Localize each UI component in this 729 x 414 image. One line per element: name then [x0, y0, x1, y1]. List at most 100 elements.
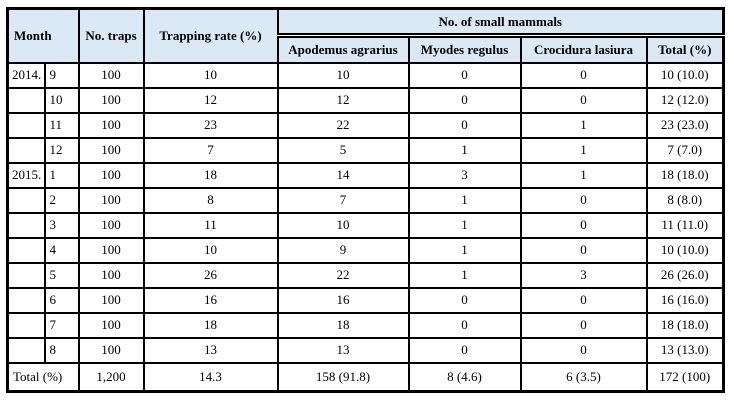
apodemus-count-cell: 13 [276, 336, 410, 364]
table-row: 12 100 7 5 1 1 7 (7.0) [6, 136, 725, 164]
total-count-cell: 11 (11.0) [645, 211, 725, 239]
myodes-count-cell: 0 [407, 86, 522, 114]
total-crocidura-cell: 6 (3.5) [519, 361, 648, 393]
no-traps-cell: 100 [77, 286, 145, 314]
myodes-count-cell: 1 [407, 236, 522, 264]
myodes-count-cell: 0 [407, 61, 522, 89]
month-cell: 6 [43, 286, 80, 314]
table-row: 7 100 18 18 0 0 18 (18.0) [6, 311, 725, 339]
table-row: 2015. 1 100 18 14 3 1 18 (18.0) [6, 161, 725, 189]
myodes-count-cell: 0 [407, 311, 522, 339]
myodes-count-cell: 0 [407, 111, 522, 139]
column-header-no-traps: No. traps [77, 7, 145, 64]
table-row: 5 100 26 22 1 3 26 (26.0) [6, 261, 725, 289]
no-traps-cell: 100 [77, 311, 145, 339]
myodes-count-cell: 0 [407, 336, 522, 364]
table-header: Month No. traps Trapping rate (%) No. of… [6, 7, 725, 64]
total-count-cell: 16 (16.0) [645, 286, 725, 314]
table-row: 3 100 11 10 1 0 11 (11.0) [6, 211, 725, 239]
year-cell [6, 211, 46, 239]
crocidura-count-cell: 1 [519, 111, 648, 139]
column-header-month: Month [6, 7, 80, 64]
apodemus-count-cell: 14 [276, 161, 410, 189]
apodemus-count-cell: 18 [276, 311, 410, 339]
year-cell [6, 311, 46, 339]
page: Month No. traps Trapping rate (%) No. of… [6, 7, 725, 393]
no-traps-cell: 100 [77, 336, 145, 364]
table-row: 6 100 16 16 0 0 16 (16.0) [6, 286, 725, 314]
total-count-cell: 12 (12.0) [645, 86, 725, 114]
no-traps-cell: 100 [77, 261, 145, 289]
apodemus-count-cell: 22 [276, 261, 410, 289]
total-row: Total (%) 1,200 14.3 158 (91.8) 8 (4.6) 6 (3.… [6, 361, 725, 393]
apodemus-count-cell: 12 [276, 86, 410, 114]
trapping-rate-cell: 26 [142, 261, 279, 289]
crocidura-count-cell: 0 [519, 186, 648, 214]
no-traps-cell: 100 [77, 136, 145, 164]
year-cell [6, 261, 46, 289]
year-cell [6, 136, 46, 164]
table-row: 8 100 13 13 0 0 13 (13.0) [6, 336, 725, 364]
myodes-count-cell: 0 [407, 286, 522, 314]
table-row: 2014. 9 100 10 10 0 0 10 (10.0) [6, 61, 725, 89]
trapping-rate-cell: 11 [142, 211, 279, 239]
table-row: 2 100 8 7 1 0 8 (8.0) [6, 186, 725, 214]
year-cell: 2015. [6, 161, 46, 189]
crocidura-count-cell: 3 [519, 261, 648, 289]
apodemus-count-cell: 10 [276, 211, 410, 239]
table-row: 4 100 10 9 1 0 10 (10.0) [6, 236, 725, 264]
table-row: 10 100 12 12 0 0 12 (12.0) [6, 86, 725, 114]
no-traps-cell: 100 [77, 236, 145, 264]
month-cell: 10 [43, 86, 80, 114]
trapping-rate-cell: 18 [142, 161, 279, 189]
column-header-myodes-regulus: Myodes regulus [407, 34, 522, 64]
column-header-apodemus-agrarius: Apodemus agrarius [276, 34, 410, 64]
crocidura-count-cell: 1 [519, 161, 648, 189]
month-cell: 3 [43, 211, 80, 239]
myodes-count-cell: 1 [407, 261, 522, 289]
total-trapping-rate-cell: 14.3 [142, 361, 279, 393]
total-overall-cell: 172 (100) [645, 361, 725, 393]
total-count-cell: 26 (26.0) [645, 261, 725, 289]
year-cell [6, 286, 46, 314]
month-cell: 1 [43, 161, 80, 189]
trapping-rate-cell: 10 [142, 61, 279, 89]
month-cell: 11 [43, 111, 80, 139]
crocidura-count-cell: 0 [519, 61, 648, 89]
month-cell: 2 [43, 186, 80, 214]
year-cell [6, 86, 46, 114]
apodemus-count-cell: 22 [276, 111, 410, 139]
trapping-rate-cell: 18 [142, 311, 279, 339]
trapping-rate-cell: 12 [142, 86, 279, 114]
year-cell [6, 111, 46, 139]
total-row-label: Total (%) [6, 361, 80, 393]
total-no-traps-cell: 1,200 [77, 361, 145, 393]
trapping-rate-cell: 8 [142, 186, 279, 214]
trapping-rate-cell: 7 [142, 136, 279, 164]
crocidura-count-cell: 0 [519, 236, 648, 264]
no-traps-cell: 100 [77, 161, 145, 189]
no-traps-cell: 100 [77, 211, 145, 239]
total-count-cell: 10 (10.0) [645, 236, 725, 264]
total-count-cell: 10 (10.0) [645, 61, 725, 89]
myodes-count-cell: 1 [407, 186, 522, 214]
trapping-data-table: Month No. traps Trapping rate (%) No. of… [6, 7, 725, 393]
apodemus-count-cell: 7 [276, 186, 410, 214]
trapping-rate-cell: 16 [142, 286, 279, 314]
no-traps-cell: 100 [77, 86, 145, 114]
apodemus-count-cell: 16 [276, 286, 410, 314]
total-count-cell: 23 (23.0) [645, 111, 725, 139]
trapping-rate-cell: 13 [142, 336, 279, 364]
year-cell [6, 336, 46, 364]
year-cell [6, 186, 46, 214]
total-count-cell: 18 (18.0) [645, 161, 725, 189]
month-cell: 9 [43, 61, 80, 89]
crocidura-count-cell: 0 [519, 336, 648, 364]
month-cell: 7 [43, 311, 80, 339]
total-count-cell: 7 (7.0) [645, 136, 725, 164]
month-cell: 4 [43, 236, 80, 264]
no-traps-cell: 100 [77, 61, 145, 89]
header-row-top: Month No. traps Trapping rate (%) No. of… [6, 7, 725, 64]
crocidura-count-cell: 0 [519, 286, 648, 314]
crocidura-count-cell: 0 [519, 86, 648, 114]
